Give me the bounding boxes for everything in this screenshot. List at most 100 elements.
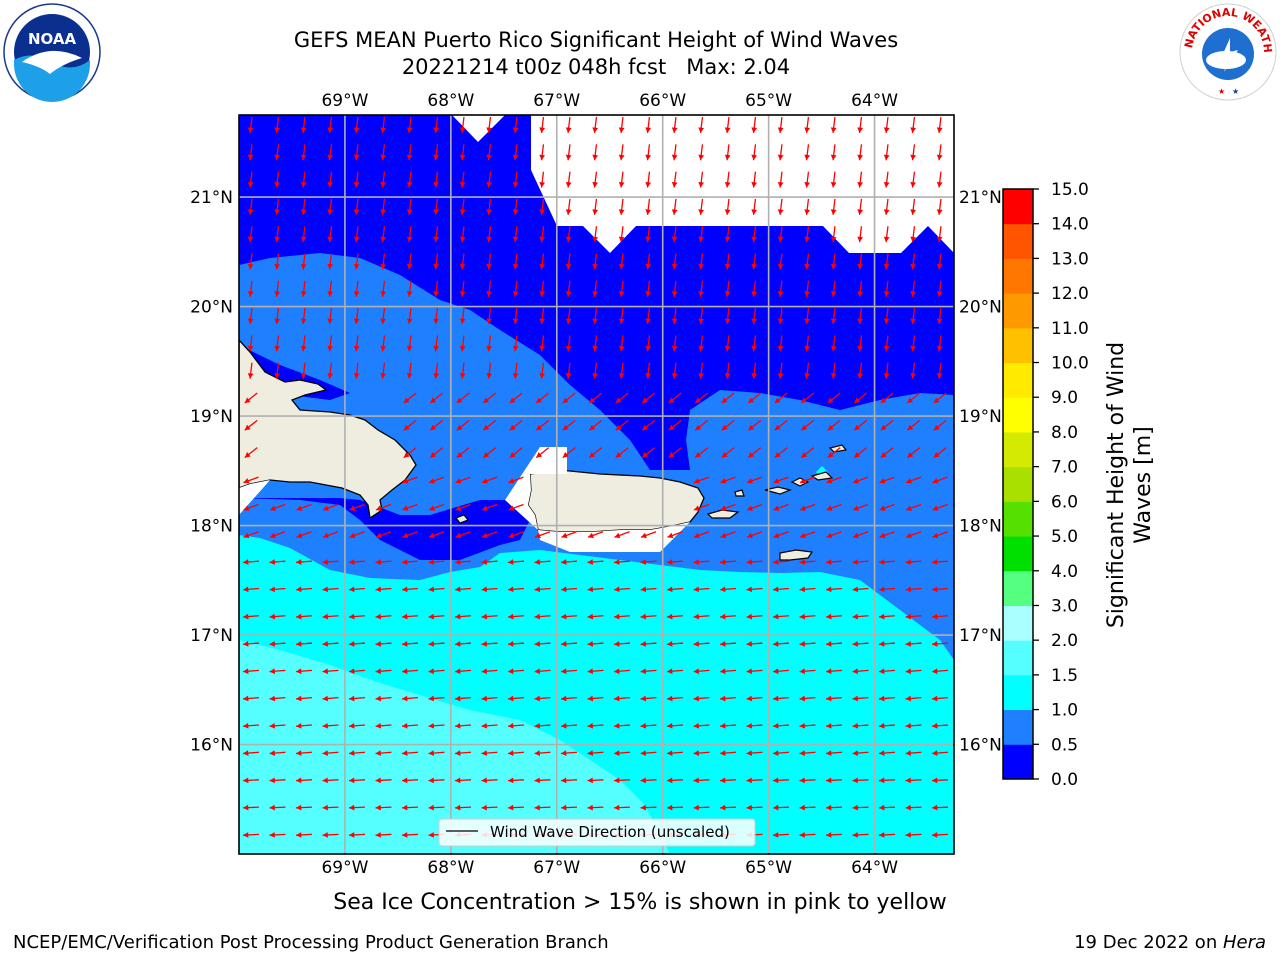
arrow-head xyxy=(671,181,678,188)
arrow-head xyxy=(773,559,779,565)
arrow-head xyxy=(353,263,360,270)
arrow-head xyxy=(428,722,435,729)
arrow-head xyxy=(721,452,728,458)
arrow-head xyxy=(433,373,440,379)
arrow-head xyxy=(508,613,514,620)
arrow-head xyxy=(746,722,753,729)
arrow-head xyxy=(777,181,784,188)
arrow-head xyxy=(830,127,837,133)
arrow-head xyxy=(375,750,382,756)
arrow-head xyxy=(565,373,572,379)
arrow-head xyxy=(269,505,276,511)
arrow-head xyxy=(561,750,567,756)
arrow-head xyxy=(618,181,625,188)
arrow-head xyxy=(296,777,302,784)
arrow-head xyxy=(587,722,594,729)
arrow-head xyxy=(773,695,779,702)
arrow-head xyxy=(724,236,731,243)
arrow-head xyxy=(486,154,493,161)
arrow-head xyxy=(380,263,387,270)
arrow-head xyxy=(375,777,381,784)
arrow-head xyxy=(433,291,440,297)
arrow-head xyxy=(296,695,302,702)
arrow-head xyxy=(296,832,302,838)
arrow-head xyxy=(508,859,513,865)
arrow-head xyxy=(693,804,699,811)
arrow-head xyxy=(455,722,461,729)
arrow-head xyxy=(618,209,625,215)
arrow-head xyxy=(936,209,943,215)
arrow-head xyxy=(826,750,832,756)
arrow-head xyxy=(587,695,594,702)
arrow-head xyxy=(932,586,938,593)
wind-wave-arrows xyxy=(242,116,949,865)
arrow-head xyxy=(879,695,885,702)
arrow-head xyxy=(883,291,890,297)
arrow-head xyxy=(269,832,275,838)
arrow-head xyxy=(883,209,890,215)
arrow-head xyxy=(565,236,572,243)
arrow-head xyxy=(667,532,674,539)
arrow-head xyxy=(565,154,572,161)
arrow-head xyxy=(455,532,462,539)
arrow-head xyxy=(852,532,859,539)
colorbar-segment xyxy=(1003,189,1033,225)
arrow-head xyxy=(375,695,382,702)
arrow-head xyxy=(375,559,382,565)
arrow-head xyxy=(857,209,864,215)
arrow-head xyxy=(433,345,440,352)
arrow-head xyxy=(801,452,808,458)
colorbar-tick-label: 10.0 xyxy=(1051,354,1089,374)
colorbar-tick-label: 8.0 xyxy=(1051,423,1078,443)
arrow-head xyxy=(693,586,700,593)
arrow-head xyxy=(353,345,360,352)
arrow-head xyxy=(482,859,487,865)
map-legend: Wind Wave Direction (unscaled) xyxy=(438,818,756,847)
arrow-head xyxy=(349,750,355,756)
arrow-head xyxy=(433,236,440,243)
colorbar-ticks: 0.0 0.5 1.0 1.5 2.0 3.0 4.0 5.0 6.0 7.0 8.0 9.0 10.0… xyxy=(1033,180,1089,790)
footer-credit: NCEP/EMC/Verification Post Processing Pr… xyxy=(13,932,609,953)
lon-label-bottom: 66°W xyxy=(639,858,686,878)
arrow-head xyxy=(512,345,519,352)
arrow-head xyxy=(428,532,435,539)
arrow-head xyxy=(327,181,334,188)
arrow-head xyxy=(879,559,885,565)
arrow-head xyxy=(830,345,837,352)
arrow-head xyxy=(671,263,678,270)
arrow-head xyxy=(879,586,885,593)
arrow-head xyxy=(746,478,753,484)
arrow-head xyxy=(854,452,861,458)
arrow-head xyxy=(430,452,437,458)
arrow-head xyxy=(724,127,731,133)
arrow-head xyxy=(300,209,307,215)
arrow-head xyxy=(724,373,731,379)
arrow-head xyxy=(508,695,514,702)
arrow-head xyxy=(430,424,437,431)
arrow-head xyxy=(830,209,837,215)
arrow-head xyxy=(322,613,329,620)
wave-direction-arrow xyxy=(482,862,498,863)
arrow-head xyxy=(274,345,281,352)
arrow-head xyxy=(645,127,652,133)
arrow-head xyxy=(589,424,596,431)
arrow-head xyxy=(322,722,329,729)
arrow-head xyxy=(720,586,726,593)
arrow-head xyxy=(349,641,355,647)
land-vieques xyxy=(706,509,740,519)
arrow-head xyxy=(693,559,700,565)
arrow-head xyxy=(512,209,519,215)
arrow-head xyxy=(486,263,493,270)
arrow-head xyxy=(777,209,784,215)
colorbar-segment xyxy=(1003,258,1033,294)
arrow-head xyxy=(826,722,832,729)
arrow-head xyxy=(615,397,622,403)
arrow-head xyxy=(322,832,328,838)
map-gridlines xyxy=(239,115,954,854)
arrow-head xyxy=(459,127,466,133)
arrow-head xyxy=(720,505,727,511)
lat-labels-left: 21°N 20°N 19°N 18°N 17°N 16°N xyxy=(190,188,233,755)
arrow-head xyxy=(905,777,911,784)
lat-label-left: 20°N xyxy=(190,298,233,318)
arrow-head xyxy=(481,613,488,620)
